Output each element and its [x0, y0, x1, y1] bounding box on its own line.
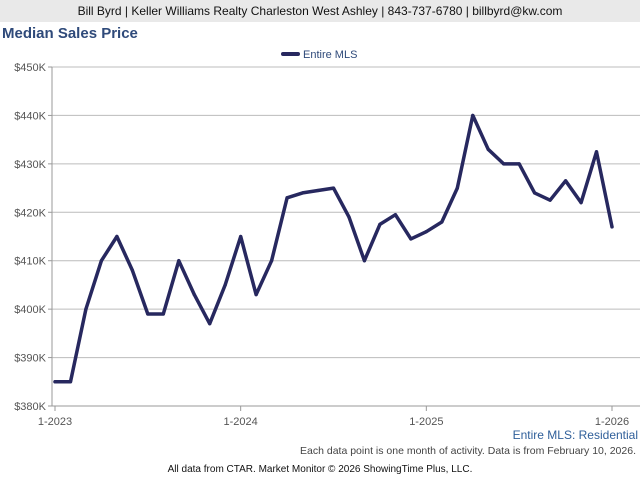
y-tick-label: $380K: [14, 401, 46, 413]
data-point: [378, 222, 382, 226]
x-tick-label: 1-2023: [38, 416, 72, 428]
data-point: [486, 147, 490, 151]
data-point: [68, 380, 73, 384]
data-point: [548, 198, 552, 202]
data-point: [331, 186, 336, 190]
data-point: [285, 196, 289, 200]
data-point: [254, 293, 258, 297]
data-point: [177, 259, 181, 263]
y-tick-label: $390K: [14, 353, 46, 365]
series-line-entire-mls: [53, 113, 614, 384]
data-point: [347, 215, 351, 219]
y-tick-label: $430K: [14, 159, 46, 171]
y-tick-label: $440K: [14, 110, 46, 122]
data-point: [192, 293, 196, 297]
data-point: [502, 162, 506, 166]
y-tick-label: $450K: [14, 62, 46, 74]
x-tick-label: 1-2026: [595, 416, 629, 428]
data-point: [563, 179, 568, 183]
y-tick-label: $410K: [14, 256, 46, 268]
data-point: [533, 191, 537, 195]
data-point: [84, 307, 88, 311]
data-point: [99, 259, 104, 263]
data-point: [393, 213, 397, 217]
data-point: [161, 312, 165, 316]
data-point: [270, 259, 274, 263]
x-tick-label: 1-2024: [224, 416, 258, 428]
data-point: [594, 150, 599, 154]
data-point: [300, 191, 305, 195]
data-footnote: Each data point is one month of activity…: [300, 445, 636, 457]
data-point: [130, 268, 134, 272]
data-point: [223, 283, 227, 287]
data-point: [409, 237, 413, 241]
data-point: [146, 312, 150, 316]
data-point: [471, 113, 475, 118]
data-point: [610, 225, 614, 229]
legend-label: Entire MLS: [303, 49, 357, 61]
data-point: [579, 201, 583, 205]
x-tick-label: 1-2025: [409, 416, 443, 428]
agent-contact-banner: Bill Byrd | Keller Williams Realty Charl…: [0, 0, 640, 22]
data-point: [239, 234, 243, 239]
y-tick-label: $420K: [14, 207, 46, 219]
data-point: [115, 234, 119, 239]
series-subtitle: Entire MLS: Residential: [512, 428, 638, 442]
data-point: [424, 230, 428, 234]
data-point: [316, 188, 320, 193]
y-tick-label: $400K: [14, 304, 46, 316]
data-point: [455, 186, 459, 190]
data-point: [440, 220, 444, 224]
data-point: [517, 162, 521, 166]
data-point: [53, 380, 57, 384]
chart-title: Median Sales Price: [2, 25, 138, 42]
data-point: [362, 259, 367, 263]
credits-line: All data from CTAR. Market Monitor © 202…: [167, 464, 473, 475]
data-point: [208, 322, 212, 326]
